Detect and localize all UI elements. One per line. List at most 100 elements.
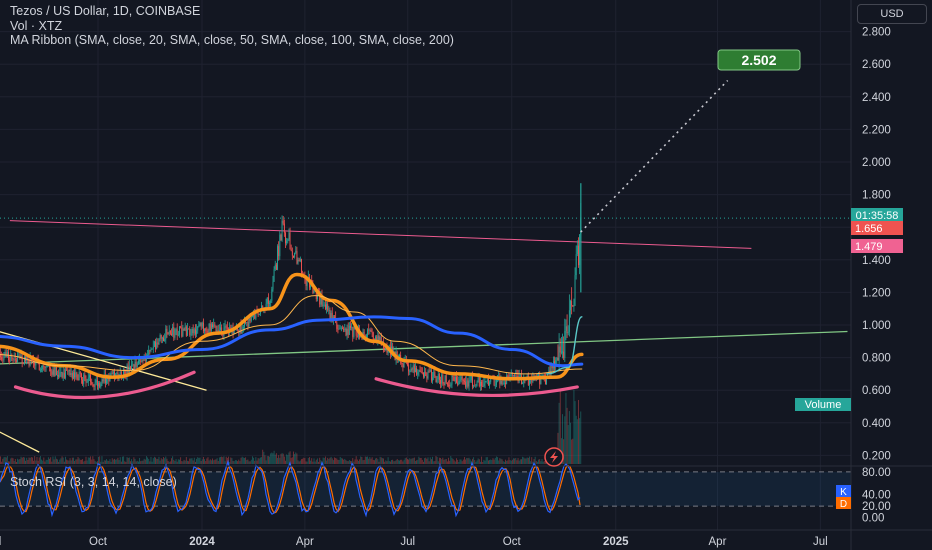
x-tick-7: Apr [709,536,727,548]
volume-bar-269 [306,461,308,464]
candle-body-329 [375,336,377,343]
candle-body-60 [68,369,70,371]
volume-bar-374 [426,458,428,464]
volume-bar-244 [278,455,280,464]
stoch-d-label: D [840,499,847,510]
volume-bar-156 [177,459,179,464]
candle-body-100 [114,371,115,379]
candle-body-304 [346,328,348,336]
volume-bar-216 [246,459,248,464]
candle-body-145 [165,328,167,340]
volume-bar-248 [282,453,284,464]
volume-bar-154 [175,459,177,464]
volume-bar-32 [36,456,38,464]
volume-bar-419 [477,458,479,464]
volume-bar-95 [108,460,110,464]
candle-body-23 [26,356,28,361]
candle-body-387 [441,374,443,384]
volume-bar-467 [532,461,534,464]
volume-bar-460 [524,458,526,464]
candle-body-175 [199,323,201,325]
candle-body-193 [220,327,221,330]
volume-bar-410 [467,458,469,464]
volume-bar-297 [338,459,340,464]
volume-bar-438 [499,458,501,464]
candle-body-370 [421,372,423,374]
volume-bar-406 [462,459,464,464]
volume-bar-133 [151,461,153,464]
volume-bar-469 [534,456,536,464]
candle-body-428 [487,379,489,386]
candle-body-282 [321,295,323,306]
volume-bar-392 [446,461,448,464]
candle-body-189 [215,325,217,332]
candle-body-178 [202,322,204,332]
candle-body-185 [210,324,212,331]
volume-bar-192 [218,457,220,464]
volume-bar-411 [468,457,470,464]
alert-lightning-icon[interactable] [544,447,564,467]
stoch-k-badge [836,485,851,497]
candle-body-36 [41,369,42,370]
volume-bar-450 [513,458,514,464]
symbol-legend[interactable]: Tezos / US Dollar, 1D, COINBASE [10,4,201,18]
candle-body-367 [418,370,420,373]
candle-body-126 [143,358,145,361]
candle-body-256 [291,250,293,256]
candle-body-417 [475,385,477,387]
countdown-label-box [851,208,903,222]
volume-legend[interactable]: Vol · XTZ [10,19,63,33]
volume-bar-109 [124,461,126,464]
candle-body-490 [558,346,560,361]
volume-bar-299 [340,458,342,464]
volume-bar-402 [458,461,460,464]
volume-bar-132 [150,456,152,464]
candle-body-360 [410,368,412,372]
last-price-label: 1.656 [855,223,883,235]
volume-bar-64 [73,457,74,464]
volume-bar-428 [487,460,489,464]
volume-bar-4 [4,456,6,464]
candle-body-156 [177,334,179,336]
candle-body-396 [451,375,453,385]
volume-bar-178 [202,456,204,464]
volume-bar-186 [212,458,213,464]
volume-bar-354 [403,459,405,464]
volume-bar-201 [229,461,231,464]
volume-bar-134 [152,458,154,464]
volume-bar-320 [364,456,366,464]
volume-bar-204 [232,460,234,464]
volume-bar-349 [397,460,399,464]
candle-body-215 [245,320,247,324]
ma-ribbon-legend[interactable]: MA Ribbon (SMA, close, 20, SMA, close, 5… [10,33,454,47]
candle-body-391 [445,375,447,383]
candle-body-150 [171,333,172,335]
volume-bar-471 [536,461,538,464]
volume-bar-108 [123,456,125,464]
volume-bar-289 [329,457,331,464]
candle-body-170 [193,329,195,334]
volume-bar-408 [465,459,467,464]
x-tick-4: Jul [400,536,415,548]
target-label-box [717,49,801,71]
candle-body-501 [571,301,573,306]
currency-button[interactable]: USD [857,4,927,24]
candle-body-53 [60,371,62,373]
volume-bar-336 [383,458,384,464]
volume-bar-253 [288,452,290,464]
volume-bar-285 [324,456,326,464]
volume-bar-353 [402,461,404,464]
candle-body-62 [70,373,72,376]
candle-body-368 [419,370,421,371]
stoch-y-tick-2: 40.00 [862,490,891,502]
candle-body-24 [27,356,29,362]
candle-body-39 [44,367,46,368]
volume-bar-475 [541,459,543,464]
candle-body-278 [316,290,318,300]
candle-body-285 [324,304,326,309]
volume-bar-296 [337,459,339,464]
candle-body-218 [248,318,250,327]
volume-bar-34 [38,457,40,464]
